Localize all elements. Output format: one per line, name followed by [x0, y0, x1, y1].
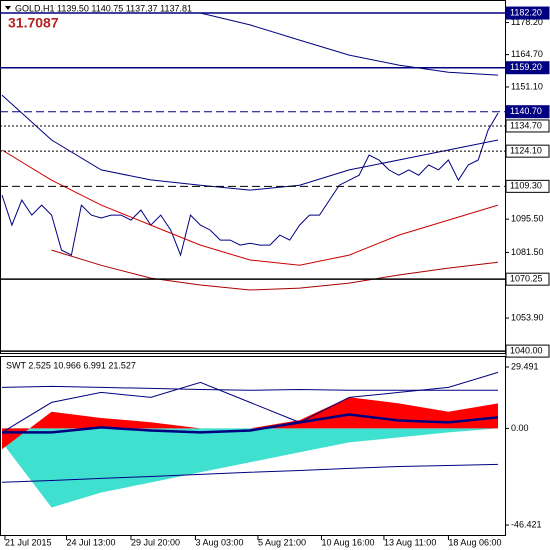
level-box	[505, 144, 550, 158]
menu-arrow[interactable]	[5, 6, 11, 10]
level-label: 1070.25	[510, 274, 543, 284]
y-tick-label: 1081.50	[511, 247, 544, 257]
level-label: 1140.70	[510, 106, 542, 116]
price-panel	[0, 0, 506, 354]
series-line	[2, 413, 499, 434]
series-line	[200, 12, 499, 76]
level-label: 1182.20	[510, 7, 542, 17]
level-label: 1124.10	[510, 146, 542, 156]
x-tick-label: 18 Aug 06:00	[448, 537, 501, 547]
x-tick-label: 5 Aug 21:00	[258, 537, 306, 547]
level-box	[505, 272, 550, 286]
annotation: 31.7087	[8, 15, 59, 31]
x-tick-label: 3 Aug 03:00	[195, 537, 243, 547]
series-line	[1, 371, 499, 433]
level-label: 1134.70	[510, 120, 542, 130]
x-tick-label: 29 Jul 20:00	[131, 537, 180, 547]
x-tick-label: 21 Jul 2015	[5, 537, 52, 547]
y-tick-label: 0.00	[511, 423, 529, 433]
x-tick-label: 13 Aug 11:00	[384, 537, 436, 547]
y-tick-label: 1178.20	[511, 17, 543, 27]
level-box	[505, 6, 550, 20]
y-tick-label: 1053.90	[511, 312, 544, 322]
level-box	[505, 61, 550, 75]
level-label: 1109.30	[510, 181, 542, 191]
x-tick-label: 10 Aug 16:00	[321, 537, 374, 547]
series-line	[1, 112, 499, 257]
x-tick-label: 24 Jul 13:00	[66, 537, 115, 547]
level-label: 1159.20	[510, 62, 542, 72]
level-box	[505, 344, 550, 358]
y-tick-label: -46.421	[511, 519, 542, 529]
level-label: 1040.00	[510, 345, 543, 355]
y-tick-label: 1151.10	[511, 81, 543, 91]
level-box	[505, 179, 550, 193]
level-box	[505, 119, 550, 133]
indicator-title: SWT 2.525 10.966 6.991 21.527	[6, 360, 136, 370]
series-line	[51, 249, 499, 291]
level-box	[505, 105, 550, 119]
series-area	[2, 397, 499, 450]
y-tick-label: 29.491	[511, 361, 539, 371]
series-line	[1, 463, 499, 483]
y-tick-label: 1095.50	[511, 214, 544, 224]
y-tick-label: 1164.70	[511, 49, 543, 59]
series-area	[2, 428, 499, 508]
series-line	[1, 149, 499, 266]
chart-title: GOLD,H1 1139.50 1140.75 1137.37 1137.81	[15, 3, 192, 13]
series-line	[1, 94, 499, 191]
